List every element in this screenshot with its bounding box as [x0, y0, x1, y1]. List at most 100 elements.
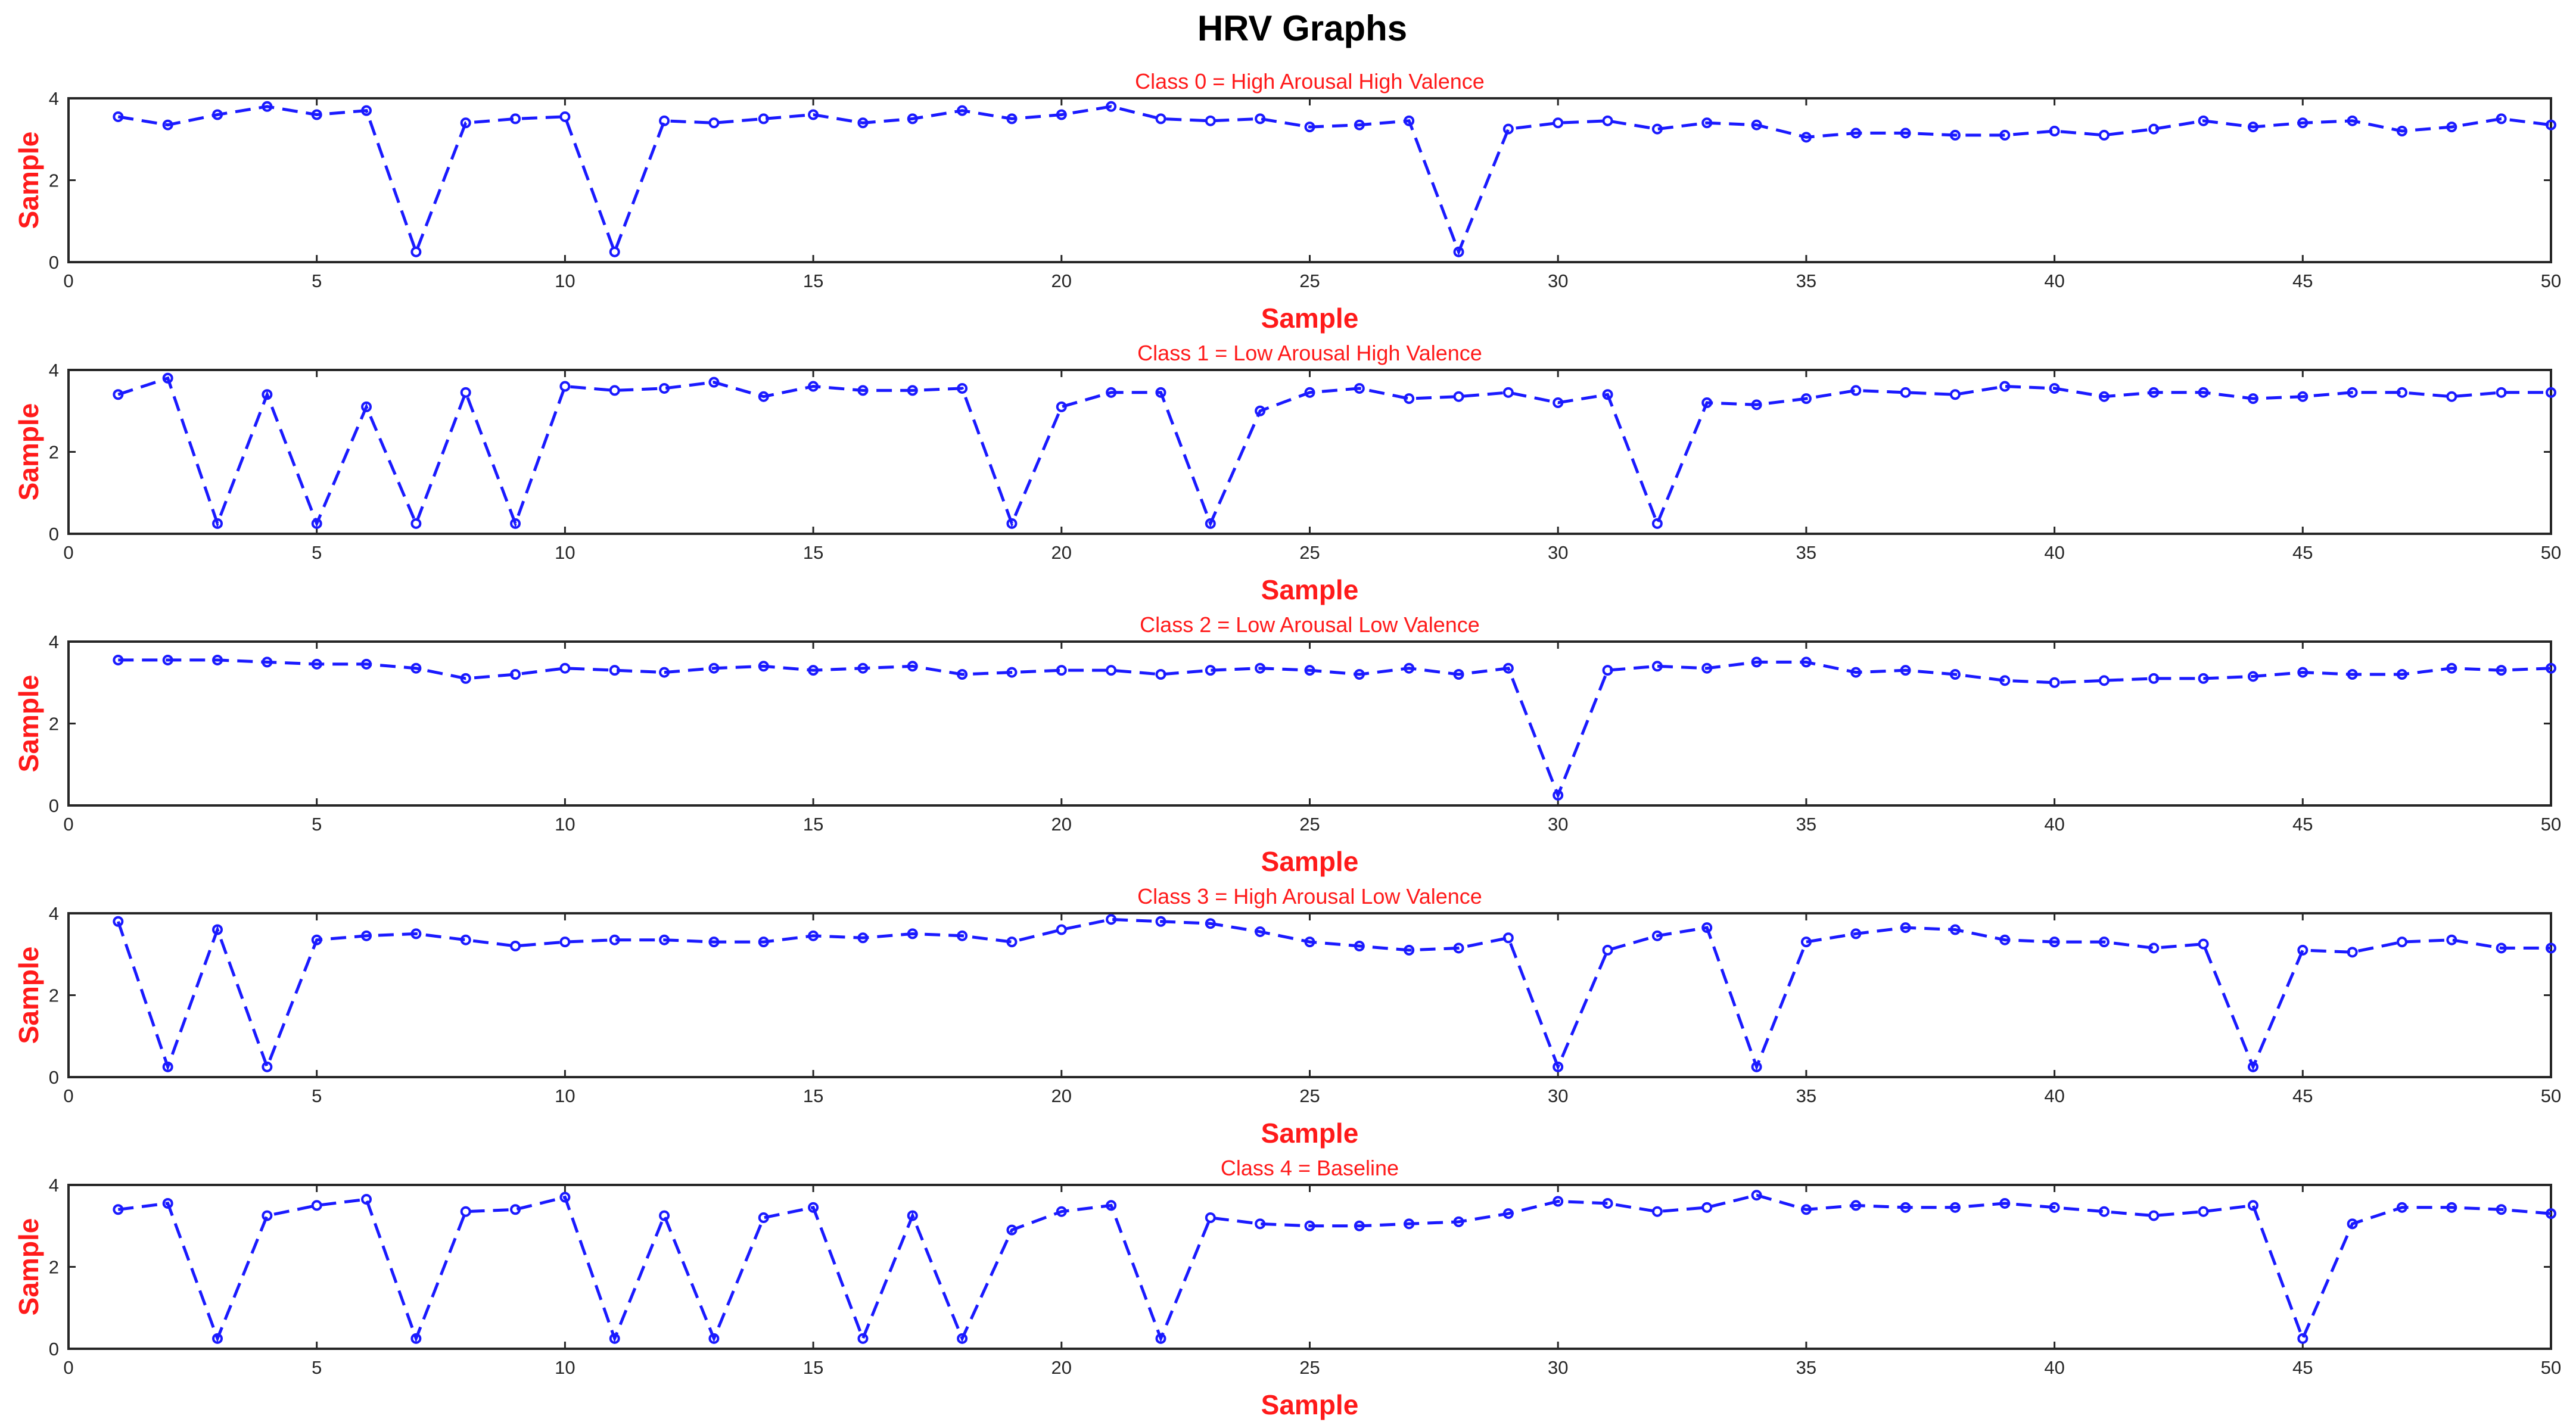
data-point [311, 1200, 322, 1211]
x-tick-label: 5 [312, 1357, 322, 1378]
data-point [1404, 393, 1415, 405]
data-point [1354, 119, 1365, 130]
x-tick-label: 15 [803, 1357, 823, 1378]
data-point [262, 389, 273, 400]
x-tick-label: 45 [2292, 270, 2313, 291]
data-point [2297, 667, 2309, 678]
data-point [311, 934, 322, 945]
data-point [2148, 1210, 2160, 1221]
x-tick-label: 15 [803, 542, 823, 563]
data-point [262, 101, 273, 112]
data-point [1999, 934, 2011, 945]
data-point [212, 109, 223, 120]
data-point [361, 401, 372, 412]
data-point [1502, 387, 1514, 398]
x-tick-label: 50 [2541, 1357, 2561, 1378]
data-point [1701, 117, 1713, 129]
data-point [2049, 126, 2060, 136]
data-point [957, 669, 968, 680]
data-point [2198, 1206, 2209, 1217]
data-point [113, 389, 124, 400]
data-point [410, 1333, 422, 1344]
data-point [2496, 113, 2507, 125]
data-point [1999, 675, 2011, 686]
data-point [1453, 246, 1464, 257]
data-point [2446, 391, 2457, 402]
data-point [2546, 1208, 2556, 1219]
subplot-title: Class 2 = Low Arousal Low Valence [1140, 612, 1480, 637]
y-axis-label: Sample [13, 132, 44, 229]
data-point [2198, 115, 2209, 126]
data-point [1751, 399, 1762, 410]
subplot-title: Class 1 = Low Arousal High Valence [1137, 341, 1482, 365]
subplot-class-3: Class 3 = High Arousal Low Valence 0 5 10 15… [13, 884, 2561, 1149]
data-point [1602, 389, 1613, 400]
hrv-series-line [116, 917, 2551, 1072]
x-tick-label: 25 [1299, 1085, 1320, 1106]
data-point [1304, 122, 1315, 133]
data-point [2247, 1200, 2258, 1211]
x-tick-label: 25 [1299, 814, 1320, 835]
x-tick-label: 10 [555, 270, 575, 291]
data-point [2297, 391, 2309, 402]
data-point [609, 665, 620, 676]
data-point [2347, 947, 2358, 958]
data-point [1255, 113, 1266, 125]
x-tick-label: 5 [312, 1085, 322, 1106]
data-point [1453, 669, 1464, 680]
data-point [1006, 518, 1018, 529]
data-point [1056, 109, 1067, 120]
data-point [907, 928, 918, 939]
data-point [659, 1210, 670, 1221]
x-tick-label: 10 [555, 542, 575, 563]
data-point [1205, 518, 1216, 529]
data-point [311, 518, 322, 529]
data-point [758, 661, 769, 672]
data-point [1453, 391, 1464, 402]
data-point [857, 117, 869, 129]
data-point [1800, 657, 1812, 668]
x-tick-label: 25 [1299, 1357, 1320, 1378]
data-point [361, 658, 372, 670]
data-point [1850, 667, 1862, 678]
data-point [1354, 382, 1365, 394]
data-point [1502, 123, 1514, 135]
data-point [957, 930, 968, 941]
data-point [659, 667, 670, 678]
data-point [1701, 922, 1713, 934]
data-point [1800, 1204, 1812, 1215]
data-point [1155, 113, 1166, 125]
data-point [410, 518, 422, 529]
data-point [1304, 665, 1315, 676]
data-point [1651, 518, 1663, 529]
data-point [1850, 127, 1862, 139]
data-point [361, 105, 372, 116]
subplot-class-2: Class 2 = Low Arousal Low Valence 0 5 10 15 2… [13, 612, 2561, 877]
data-point [1006, 937, 1018, 948]
data-point [1006, 667, 1018, 678]
data-point [2297, 1333, 2309, 1344]
data-point [1949, 389, 1961, 400]
data-point [708, 662, 720, 674]
data-point [2247, 1061, 2258, 1072]
data-point [1800, 393, 1812, 405]
data-point [559, 381, 571, 392]
data-point [2496, 665, 2507, 676]
data-point [2098, 675, 2110, 686]
data-point [212, 1333, 223, 1344]
data-point [2396, 387, 2407, 398]
data-point [2297, 944, 2309, 956]
data-point [1304, 937, 1315, 948]
data-point [262, 1061, 273, 1072]
data-point [907, 113, 918, 125]
data-point [1949, 1202, 1961, 1213]
data-point [758, 937, 769, 948]
y-tick-label: 2 [49, 714, 59, 735]
data-point [659, 115, 670, 126]
data-point [1056, 1206, 1067, 1217]
data-point [1800, 132, 1812, 143]
data-point [2347, 387, 2358, 398]
x-axis-label: Sample [1261, 846, 1359, 877]
data-point [510, 1204, 521, 1215]
x-tick-label: 45 [2292, 1085, 2313, 1106]
